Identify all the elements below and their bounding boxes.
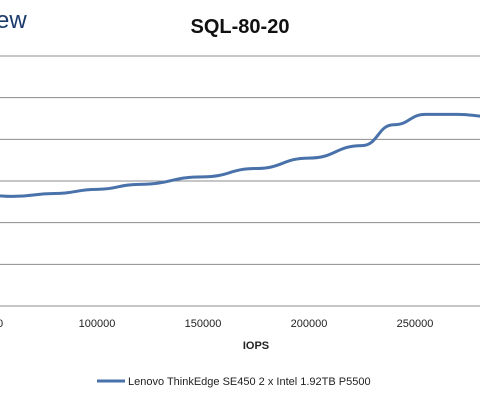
- x-tick-label: 200000: [291, 318, 328, 330]
- series-line: [0, 112, 480, 198]
- legend-label: Lenovo ThinkEdge SE450 2 x Intel 1.92TB …: [128, 376, 371, 388]
- series-lines: [0, 112, 480, 198]
- x-tick-label: 0: [0, 318, 3, 330]
- logo-text: ew: [0, 7, 27, 34]
- x-axis-label: IOPS: [243, 340, 269, 352]
- x-tick-label: 150000: [185, 318, 222, 330]
- x-tick-label: 250000: [397, 318, 434, 330]
- chart-title: SQL-80-20: [191, 16, 290, 38]
- x-tick-label: 100000: [79, 318, 116, 330]
- gridlines: [0, 55, 480, 307]
- legend: Lenovo ThinkEdge SE450 2 x Intel 1.92TB …: [97, 376, 371, 388]
- x-tick-labels: 0 100000 150000 200000 250000: [0, 318, 433, 330]
